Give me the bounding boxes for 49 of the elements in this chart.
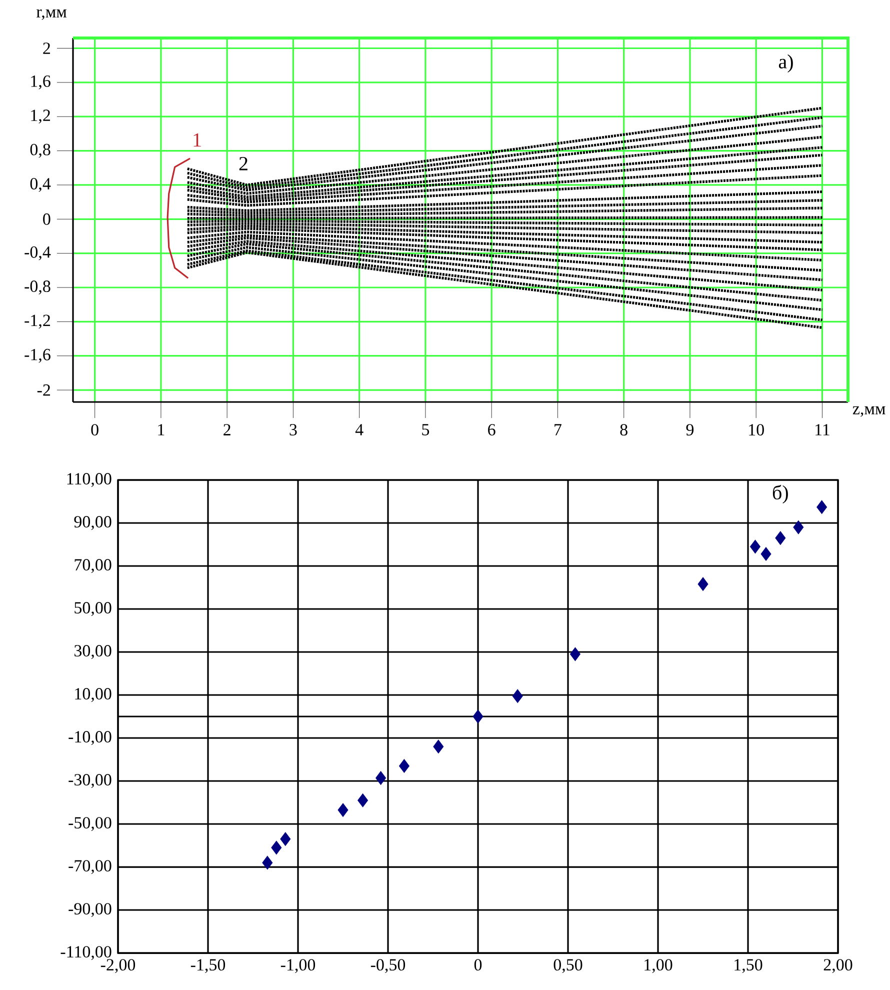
y-tick-label: -2 bbox=[38, 384, 50, 396]
x-tick-label: 0 bbox=[474, 959, 482, 971]
y-tick-label: -1,6 bbox=[24, 348, 51, 363]
y-tick-label: -90,00 bbox=[68, 903, 112, 917]
x-tick-label: 0,50 bbox=[554, 959, 582, 973]
y-tick-label: 1,2 bbox=[31, 110, 50, 124]
x-tick-label: -1,00 bbox=[281, 959, 316, 973]
y-tick-label: 0,4 bbox=[30, 178, 51, 192]
x-tick-label: 2,00 bbox=[824, 959, 852, 973]
y-tick-label: -30,00 bbox=[68, 774, 112, 788]
x-tick-label: 3 bbox=[290, 424, 297, 436]
y-axis-title: r,мм bbox=[36, 9, 67, 20]
y-tick-label: 50,00 bbox=[74, 602, 112, 616]
y-tick-label: -0,4 bbox=[24, 246, 51, 260]
y-tick-label: 2 bbox=[43, 42, 50, 54]
x-tick-label: 1,00 bbox=[644, 959, 672, 973]
x-tick-label: 6 bbox=[488, 424, 496, 436]
y-tick-label: -110,00 bbox=[60, 946, 112, 960]
y-tick-label: 90,00 bbox=[74, 516, 112, 530]
x-tick-label: 2 bbox=[224, 424, 231, 436]
y-tick-label: -0,8 bbox=[24, 280, 50, 294]
annotation: 1 bbox=[194, 133, 201, 147]
x-tick-label: 9 bbox=[686, 424, 694, 436]
x-tick-label: 10 bbox=[749, 424, 764, 436]
y-tick-label: -70,00 bbox=[68, 860, 112, 874]
x-tick-label: 8 bbox=[620, 424, 628, 436]
annotation: б) bbox=[773, 484, 788, 504]
annotation: 2 bbox=[240, 156, 248, 170]
x-tick-label: 4 bbox=[356, 424, 364, 436]
x-tick-label: 1,50 bbox=[734, 959, 762, 973]
y-tick-label: -10,00 bbox=[68, 731, 112, 745]
y-tick-label: 30,00 bbox=[74, 645, 112, 659]
x-tick-label: 7 bbox=[554, 424, 562, 436]
annotation: a) bbox=[779, 54, 794, 73]
y-tick-label: -1,2 bbox=[24, 314, 50, 329]
y-tick-label: 10,00 bbox=[75, 688, 112, 702]
x-tick-label: -0,50 bbox=[371, 959, 406, 973]
y-tick-label: 110,00 bbox=[67, 473, 112, 487]
y-tick-label: 1,6 bbox=[31, 75, 51, 90]
y-tick-label: 70,00 bbox=[74, 559, 112, 573]
y-tick-label: 0 bbox=[43, 213, 50, 225]
x-tick-label: 1 bbox=[158, 424, 164, 436]
y-tick-label: -50,00 bbox=[68, 817, 112, 831]
y-tick-label: 0,8 bbox=[30, 144, 50, 158]
x-tick-label: -2,00 bbox=[101, 959, 136, 973]
x-tick-label: -1,50 bbox=[191, 959, 226, 973]
x-tick-label: 11 bbox=[816, 424, 830, 436]
x-tick-label: 5 bbox=[422, 424, 430, 436]
x-axis-title: z,мм bbox=[853, 406, 886, 417]
